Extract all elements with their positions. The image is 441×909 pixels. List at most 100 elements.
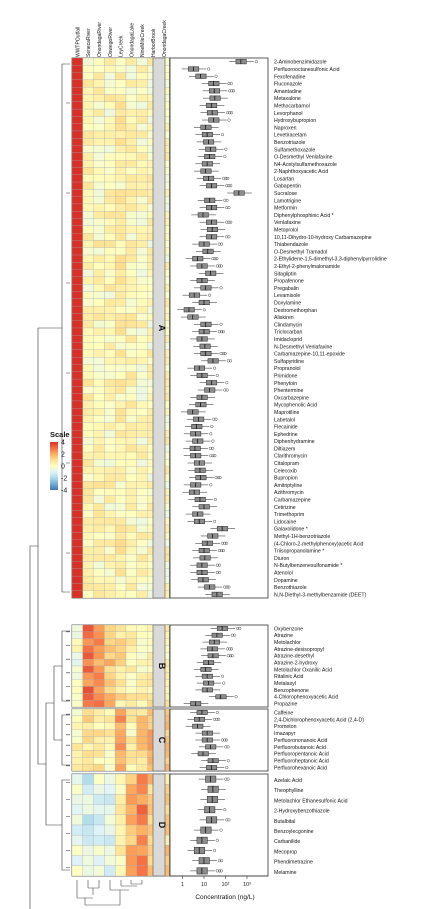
heatmap-cell (71, 466, 83, 475)
heatmap-cell (125, 865, 137, 877)
heatmap-cell (82, 430, 94, 438)
column-dendrogram (76, 880, 143, 906)
row-label: Metolachlor (274, 640, 301, 646)
row-label: Thiabendazole (274, 242, 308, 248)
heatmap-cell (93, 757, 105, 765)
heatmap-cell (104, 87, 116, 95)
box-outlier (225, 381, 229, 385)
heatmap-cell (71, 247, 83, 256)
heatmap-cell (115, 708, 127, 717)
heatmap-cell (93, 313, 105, 321)
heatmap-cell (82, 72, 94, 81)
box-outlier (230, 654, 234, 658)
heatmap-cell (93, 364, 105, 372)
heatmap-cell (136, 590, 148, 599)
heatmap-cell (125, 94, 137, 102)
heatmap-cell (71, 451, 83, 460)
row-label: N-Butylbenzenesulfonamide * (274, 563, 342, 569)
heatmap-cell (71, 320, 83, 329)
heatmap-cell (136, 845, 148, 856)
heatmap-cell (71, 729, 83, 737)
heatmap-cell (104, 130, 116, 139)
box-outlier (226, 759, 230, 763)
heatmap-cell (104, 679, 116, 687)
heatmap-cell (136, 72, 148, 81)
box-outlier (220, 330, 224, 334)
box-outlier (209, 483, 213, 487)
heatmap-cell (93, 94, 105, 102)
heatmap-cell (125, 784, 137, 795)
heatmap-cell (82, 364, 94, 372)
box-outlier (221, 549, 225, 553)
heatmap-cell (71, 568, 83, 577)
heatmap-cell (93, 546, 105, 555)
heatmap-cell (115, 108, 127, 117)
heatmap-cell (104, 693, 116, 701)
heatmap-cell (115, 247, 127, 256)
heatmap-cell (71, 408, 83, 416)
heatmap-cell (125, 546, 137, 555)
heatmap-cell (93, 729, 105, 737)
box-outlier (211, 446, 215, 450)
heatmap-cell (125, 145, 137, 153)
heatmap-cell (115, 645, 127, 653)
heatmap-cell (82, 262, 94, 270)
heatmap-cell (104, 79, 116, 88)
heatmap-cell (136, 481, 148, 489)
heatmap-cell (93, 291, 105, 299)
heatmap-cell (125, 211, 137, 219)
heatmap-cell (136, 79, 148, 88)
heatmap-cell (104, 814, 116, 826)
heatmap-cell (104, 736, 116, 744)
heatmap-cell (136, 408, 148, 416)
heatmap-cell (104, 510, 116, 518)
row-label: Venlafaxine (274, 220, 301, 226)
heatmap-cell (93, 167, 105, 175)
scale-title: Scale (50, 430, 70, 439)
heatmap-cell (104, 327, 116, 336)
heatmap-cell (104, 298, 116, 307)
heatmap-cell (136, 757, 148, 765)
box-outlier (219, 322, 223, 326)
box-outlier (217, 330, 221, 334)
heatmap-cell (93, 79, 105, 88)
box-outlier (225, 184, 229, 188)
row-label: Carbamazepine-10,11-epoxide (274, 352, 345, 358)
box-outlier (218, 476, 222, 480)
heatmap-cell (125, 645, 137, 653)
heatmap-cell (104, 65, 116, 73)
heatmap-cell (104, 145, 116, 153)
heatmap-cell (136, 167, 148, 175)
heatmap-cell (82, 335, 94, 343)
heatmap-cell (82, 145, 94, 153)
row-label: 2-Ethylidene-1,5-dimethyl-3,3-diphenylpy… (274, 257, 387, 263)
heatmap-cell (136, 532, 148, 540)
heatmap-cell (93, 371, 105, 380)
heatmap-cell (104, 763, 116, 772)
heatmap-cell (104, 174, 116, 183)
heatmap-cell (93, 262, 105, 270)
box-outlier (218, 570, 222, 574)
heatmap-cell (136, 262, 148, 270)
heatmap-cell (104, 539, 116, 548)
row-label: Flecainide (274, 425, 298, 431)
row-label: Benzophenone (274, 688, 309, 694)
heatmap-cell (93, 638, 105, 646)
heatmap-cell (136, 240, 148, 248)
heatmap-cell (71, 824, 83, 836)
heatmap-cell (93, 181, 105, 190)
row-label: Losartan (274, 176, 294, 182)
row-label: N,N-Diethyl-3-methylbenzamide (DEET) (274, 592, 367, 598)
column-header: WWTPOutfall (75, 27, 81, 57)
heatmap-cell (93, 750, 105, 758)
scale-tick-label: 2 (61, 452, 65, 459)
row-label: Azithromycin (274, 490, 304, 496)
heatmap-cell (71, 659, 83, 667)
heatmap-cell (104, 532, 116, 540)
row-label: Atenolol (274, 571, 293, 577)
heatmap-cell (82, 57, 94, 66)
heatmap-cell (104, 94, 116, 102)
heatmap-cell (125, 269, 137, 278)
box-outlier (232, 89, 236, 93)
heatmap-cell (125, 130, 137, 139)
